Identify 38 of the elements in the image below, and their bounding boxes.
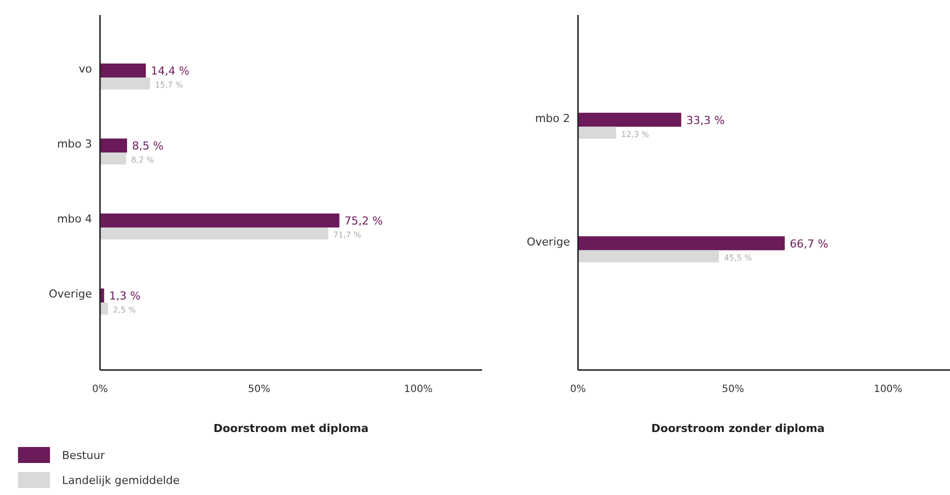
bar [100,228,328,240]
x-tick-label: 100% [404,384,433,395]
bar [100,138,128,152]
y-tick-label: vo [78,62,92,76]
data-label: 14,4 % [150,64,190,78]
legend-label: Landelijk gemiddelde [62,474,180,487]
data-label: 75,2 % [344,214,383,228]
bar [100,214,340,228]
y-tick-label: mbo 3 [57,138,92,150]
bar [578,250,720,262]
x-axis-title: Doorstroom met diploma [213,422,369,435]
data-label: 15,7 % [154,80,184,90]
x-tick-label: 50% [248,384,270,395]
y-tick-label: Overige [48,288,92,300]
bar [100,64,146,78]
y-tick-label: mbo 2 [535,112,570,125]
data-label: 33,3 % [686,114,725,127]
x-tick-label: 50% [722,384,744,395]
data-label: 2,5 % [112,306,136,314]
bar [578,236,785,250]
x-axis-title: Doorstroom zonder diploma [651,422,825,435]
data-label: 66,7 % [790,237,828,250]
data-label: 12,3 % [621,130,650,139]
data-label: 8,5 % [132,140,164,152]
bar [578,126,616,139]
y-tick-label: Overige [526,235,570,248]
legend-label: Bestuur [62,449,106,462]
x-tick-label: 0% [92,384,108,395]
data-label: 1,3 % [109,290,141,302]
x-tick-label: 0% [570,384,586,395]
bar [578,112,682,127]
bar [100,78,150,90]
data-label: 45,5 % [724,253,752,262]
data-label: 8,2 % [131,156,154,164]
x-tick-label: 100% [874,384,902,395]
bar [100,152,126,164]
y-tick-label: mbo 4 [57,212,92,226]
data-label: 71,7 % [333,230,362,240]
